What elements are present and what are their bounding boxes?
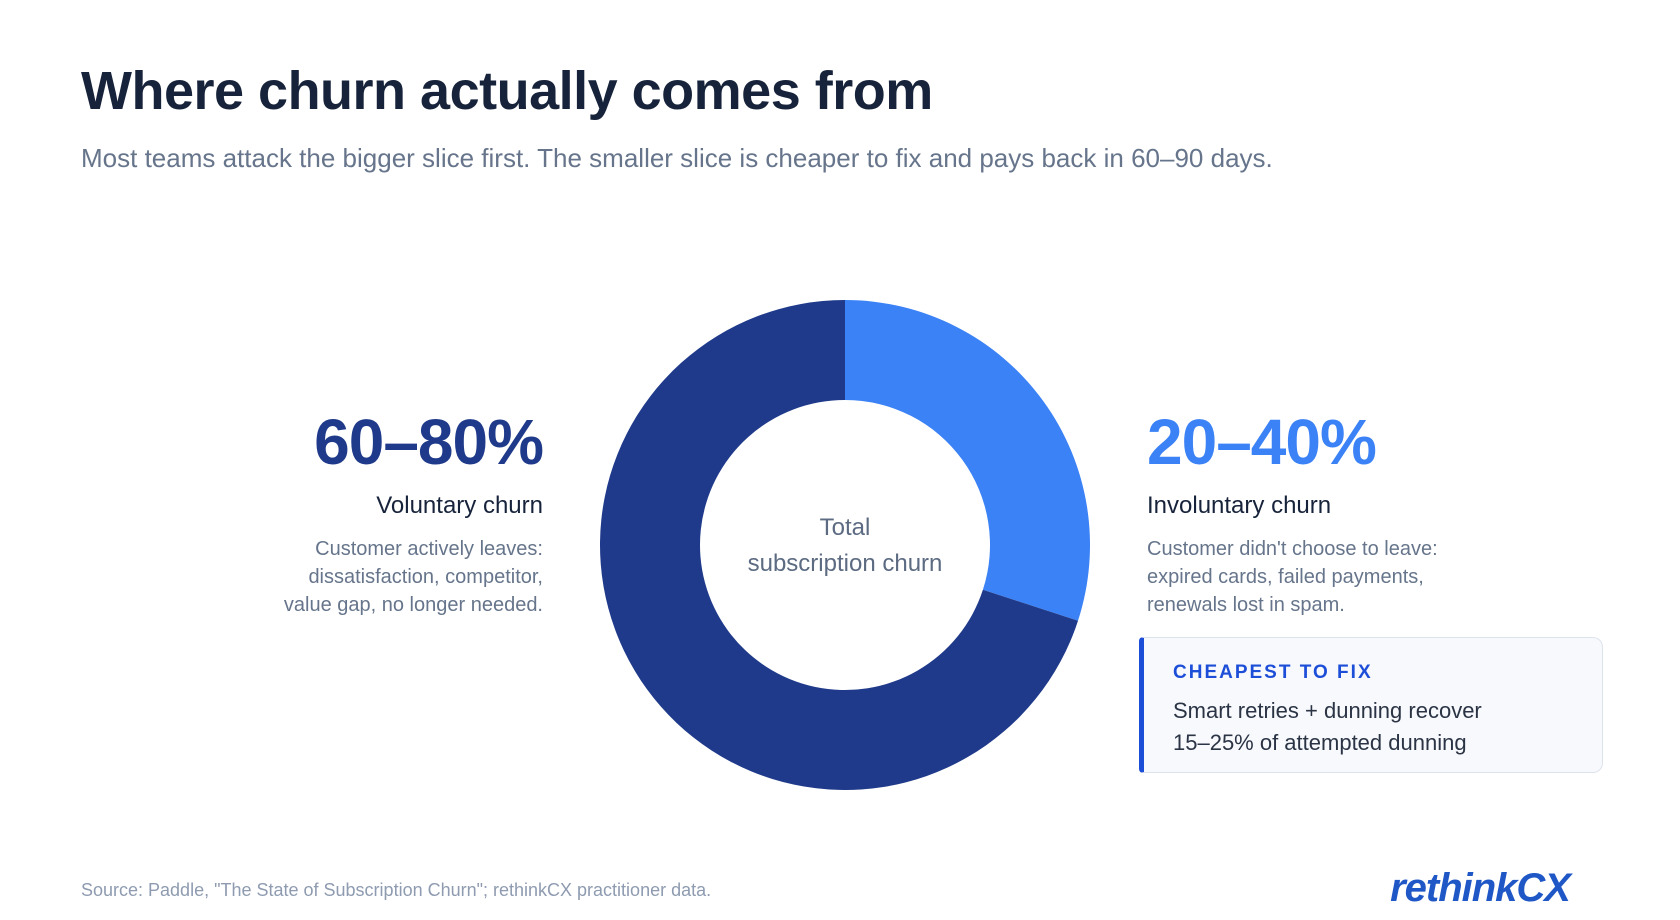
callout-text-line-1: Smart retries + dunning recover <box>1173 697 1482 723</box>
voluntary-churn-percentage: 60–80% <box>314 406 544 478</box>
donut-slice-voluntary-churn <box>600 300 1079 790</box>
involuntary-desc-line-1: Customer didn't choose to leave: <box>1147 537 1438 560</box>
involuntary-churn-label: Involuntary churn <box>1147 492 1332 519</box>
cheapest-to-fix-callout: CHEAPEST TO FIX Smart retries + dunning … <box>1139 637 1603 773</box>
voluntary-desc-line-3: value gap, no longer needed. <box>283 593 543 616</box>
source-note: Source: Paddle, "The State of Subscripti… <box>81 880 712 900</box>
callout-text-line-2: 15–25% of attempted dunning <box>1173 729 1467 755</box>
donut-slice-involuntary-churn <box>845 300 1090 621</box>
voluntary-desc-line-1: Customer actively leaves: <box>315 537 543 560</box>
donut-center-label: Total subscription churn <box>705 510 985 582</box>
donut-center-line-2: subscription churn <box>747 550 943 577</box>
churn-donut-chart <box>600 300 1090 790</box>
voluntary-churn-block: 60–80% Voluntary churn Customer actively… <box>223 406 544 619</box>
rethinkcx-logo: rethinkCX <box>1390 866 1571 911</box>
page-title: Where churn actually comes from <box>81 61 933 121</box>
logo-suffix: CX <box>1516 866 1571 910</box>
involuntary-desc-line-2: expired cards, failed payments, <box>1147 565 1424 588</box>
voluntary-churn-label: Voluntary churn <box>376 492 543 519</box>
logo-prefix: rethink <box>1390 866 1517 910</box>
donut-center-line-1: Total <box>819 514 871 541</box>
callout-heading: CHEAPEST TO FIX <box>1173 662 1373 683</box>
involuntary-churn-description: Customer didn't choose to leave: expired… <box>1147 535 1567 619</box>
involuntary-churn-percentage: 20–40% <box>1147 406 1377 478</box>
callout-text: Smart retries + dunning recover 15–25% o… <box>1173 695 1602 759</box>
involuntary-churn-block: 20–40% Involuntary churn Customer didn't… <box>1147 410 1567 619</box>
involuntary-desc-line-3: renewals lost in spam. <box>1147 593 1345 616</box>
voluntary-churn-description: Customer actively leaves: dissatisfactio… <box>223 535 543 619</box>
voluntary-desc-line-2: dissatisfaction, competitor, <box>308 565 543 588</box>
page-subtitle: Most teams attack the bigger slice first… <box>81 143 1273 173</box>
